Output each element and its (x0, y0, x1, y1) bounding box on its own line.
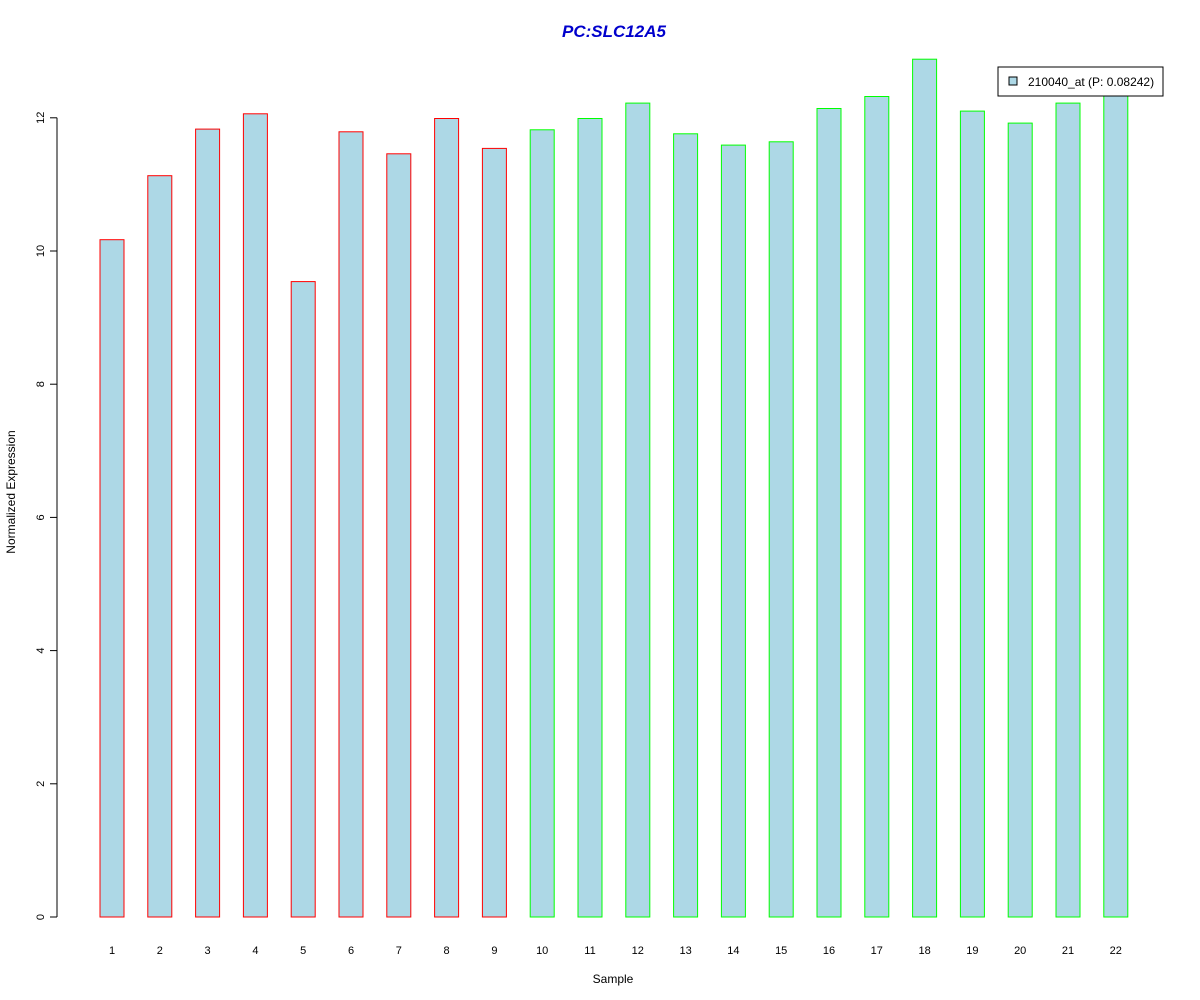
legend-entry-label: 210040_at (P: 0.08242) (1028, 75, 1154, 89)
bar (242, 113, 268, 918)
bar (99, 239, 125, 918)
x-tick-label: 18 (918, 945, 930, 957)
x-tick-label: 4 (252, 945, 258, 957)
bars (99, 58, 1129, 918)
bar (1103, 90, 1129, 918)
y-tick-label: 4 (35, 648, 47, 654)
y-axis: 0 2 4 6 8 10 12 (35, 112, 58, 920)
x-tick-label: 17 (871, 945, 883, 957)
bar (338, 131, 364, 918)
x-tick-label: 6 (348, 945, 354, 957)
bar (434, 118, 460, 918)
y-tick-label: 0 (35, 914, 47, 920)
x-tick-label: 16 (823, 945, 835, 957)
y-tick-label: 8 (35, 381, 47, 387)
x-tick-label: 21 (1062, 945, 1074, 957)
y-tick-label: 12 (35, 112, 47, 124)
x-tick-label: 15 (775, 945, 787, 957)
bar (959, 110, 985, 918)
y-tick-label: 6 (35, 514, 47, 520)
bar (912, 58, 938, 918)
bar (386, 153, 412, 918)
x-tick-labels: 1 2 3 4 5 6 7 8 9 10 11 12 13 14 15 16 17 18 19 20 21 22 (109, 945, 1122, 957)
bar (673, 133, 699, 918)
x-tick-label: 5 (300, 945, 306, 957)
x-tick-label: 19 (966, 945, 978, 957)
bar (768, 141, 794, 918)
x-tick-label: 12 (632, 945, 644, 957)
bar (290, 281, 316, 918)
y-tick-label: 2 (35, 781, 47, 787)
bar (864, 96, 890, 918)
y-tick-label: 10 (35, 245, 47, 257)
x-tick-label: 3 (205, 945, 211, 957)
legend-swatch (1008, 76, 1018, 86)
bar (147, 175, 173, 918)
x-tick-label: 8 (444, 945, 450, 957)
x-tick-label: 10 (536, 945, 548, 957)
bar (1007, 122, 1033, 918)
x-axis-label: Sample (593, 972, 634, 986)
x-tick-label: 9 (491, 945, 497, 957)
bar (481, 147, 507, 918)
x-tick-label: 2 (157, 945, 163, 957)
bar (816, 108, 842, 918)
bar (720, 144, 746, 918)
bar (625, 102, 651, 918)
x-tick-label: 22 (1110, 945, 1122, 957)
bar (529, 129, 555, 918)
x-tick-label: 1 (109, 945, 115, 957)
bar (195, 128, 221, 918)
x-tick-label: 20 (1014, 945, 1026, 957)
x-tick-label: 14 (727, 945, 739, 957)
x-tick-label: 7 (396, 945, 402, 957)
bar (1055, 102, 1081, 918)
x-tick-label: 13 (679, 945, 691, 957)
y-axis-label: Normalized Expression (4, 430, 18, 553)
x-tick-label: 11 (584, 945, 595, 957)
legend-box (997, 66, 1164, 97)
chart-title: PC:SLC12A5 (562, 22, 666, 41)
legend: 210040_at (P: 0.08242) (997, 66, 1164, 97)
bar (577, 118, 603, 918)
